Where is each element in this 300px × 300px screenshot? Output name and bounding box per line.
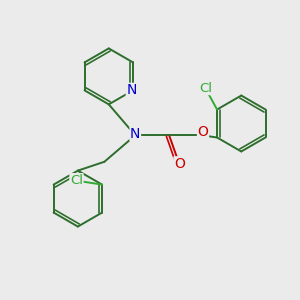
Text: O: O xyxy=(174,157,185,171)
Text: N: N xyxy=(130,127,140,141)
Text: Cl: Cl xyxy=(70,174,83,187)
Text: O: O xyxy=(198,125,208,139)
Text: N: N xyxy=(126,83,137,98)
Text: Cl: Cl xyxy=(199,82,212,94)
